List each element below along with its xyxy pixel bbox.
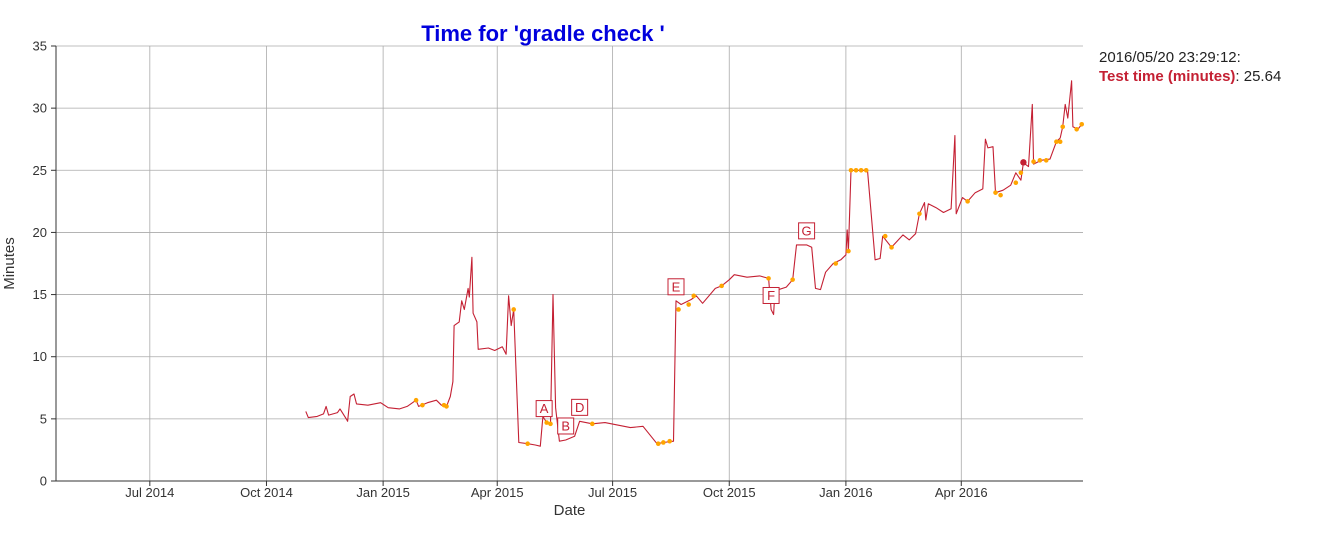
x-tick-label: Jan 2016 (819, 485, 873, 500)
x-tick-label: Oct 2015 (703, 485, 756, 500)
highlight-point (833, 261, 839, 266)
x-tick-label: Apr 2016 (935, 485, 988, 500)
y-axis-label: Minutes (1, 237, 18, 290)
series-line (305, 80, 1083, 447)
highlight-point (1037, 158, 1043, 163)
highlight-point (525, 441, 530, 447)
highlight-point (667, 438, 672, 444)
chart-grid (56, 45, 1083, 481)
y-tick-label: 10 (33, 349, 47, 364)
annotation-label: G (802, 223, 812, 238)
annotation-label: D (575, 400, 584, 415)
y-tick-label: 20 (33, 225, 47, 240)
highlight-point (719, 283, 724, 289)
highlight-point (1018, 170, 1024, 176)
highlight-point (1079, 122, 1085, 127)
legend-series-label: Test time (minutes) (1099, 68, 1236, 85)
annotations-layer: ABD E F G (535, 222, 816, 435)
y-tick-label: 15 (33, 287, 47, 302)
highlight-point (998, 192, 1003, 198)
annotation-box (571, 398, 589, 416)
highlight-point (544, 420, 549, 425)
chart-legend: 2016/05/20 23:29:12: Test time (minutes)… (1099, 48, 1281, 86)
annotation-e: E (667, 278, 685, 296)
annotation-a: A (535, 400, 553, 418)
x-tick-label: Apr 2015 (471, 485, 524, 500)
annotation-box (762, 286, 780, 304)
y-axis-ticks: 0 5 10 15 20 25 30 35 (33, 39, 56, 489)
highlight-point (1057, 139, 1063, 144)
highlight-point (420, 402, 425, 408)
highlight-point (917, 211, 922, 217)
y-tick-label: 0 (40, 474, 47, 489)
y-tick-label: 35 (33, 39, 47, 54)
highlight-point (993, 190, 998, 195)
annotation-d: D (571, 398, 589, 416)
annotation-label: A (540, 401, 549, 416)
highlight-point (882, 233, 888, 239)
highlight-point (691, 293, 697, 299)
y-tick-label: 25 (33, 163, 47, 178)
annotation-label: B (561, 418, 570, 433)
highlight-point (444, 404, 449, 409)
legend-timestamp: 2016/05/20 23:29:12: (1099, 49, 1241, 66)
highlight-point (1054, 139, 1059, 144)
annotation-b: B (557, 417, 575, 435)
highlight-point (1060, 124, 1066, 130)
highlight-point (686, 302, 691, 307)
annotation-g: G (798, 222, 816, 240)
chart-title: Time for 'gradle check ' (421, 21, 665, 46)
highlight-point (858, 167, 864, 173)
highlight-point (655, 441, 661, 447)
highlight-point (766, 276, 771, 281)
highlight-point (590, 421, 595, 427)
annotation-box (667, 278, 685, 296)
highlight-point (848, 167, 854, 173)
highlight-point (661, 440, 666, 445)
x-tick-label: Jan 2015 (356, 485, 410, 500)
y-tick-label: 5 (40, 411, 47, 426)
highlight-point (853, 167, 859, 173)
y-tick-label: 30 (33, 101, 47, 116)
highlight-point (1031, 159, 1036, 164)
highlight-point (846, 248, 851, 254)
highlight-point (511, 307, 517, 312)
selected-point (1020, 159, 1027, 166)
annotation-box (535, 400, 553, 418)
legend-series-row: Test time (minutes): 25.64 (1099, 68, 1282, 85)
x-tick-label: Jul 2015 (588, 485, 637, 500)
highlight-point (1013, 180, 1019, 186)
x-axis-ticks: Jul 2014 Oct 2014 Jan 2015 Apr 2015 Jul 2015… (125, 481, 988, 500)
highlight-point (676, 307, 681, 312)
highlight-point (965, 199, 970, 204)
highlight-point (790, 277, 795, 282)
legend-series-value: 25.64 (1243, 68, 1282, 85)
highlight-point (1074, 126, 1079, 132)
highlight-point (548, 421, 553, 427)
annotation-label: E (672, 279, 681, 294)
x-tick-label: Oct 2014 (240, 485, 293, 500)
chart-axes (55, 46, 1083, 482)
x-axis-label: Date (554, 502, 586, 519)
highlight-point (413, 397, 419, 403)
highlight-point (863, 167, 869, 173)
annotation-f: F (762, 286, 780, 304)
series-layer (305, 80, 1083, 447)
annotation-box (798, 222, 816, 240)
highlight-point (1043, 158, 1049, 163)
annotation-box (557, 417, 575, 435)
annotation-label: F (767, 288, 775, 303)
highlight-points-layer (413, 122, 1085, 447)
highlight-point (889, 245, 894, 250)
x-tick-label: Jul 2014 (125, 485, 174, 500)
